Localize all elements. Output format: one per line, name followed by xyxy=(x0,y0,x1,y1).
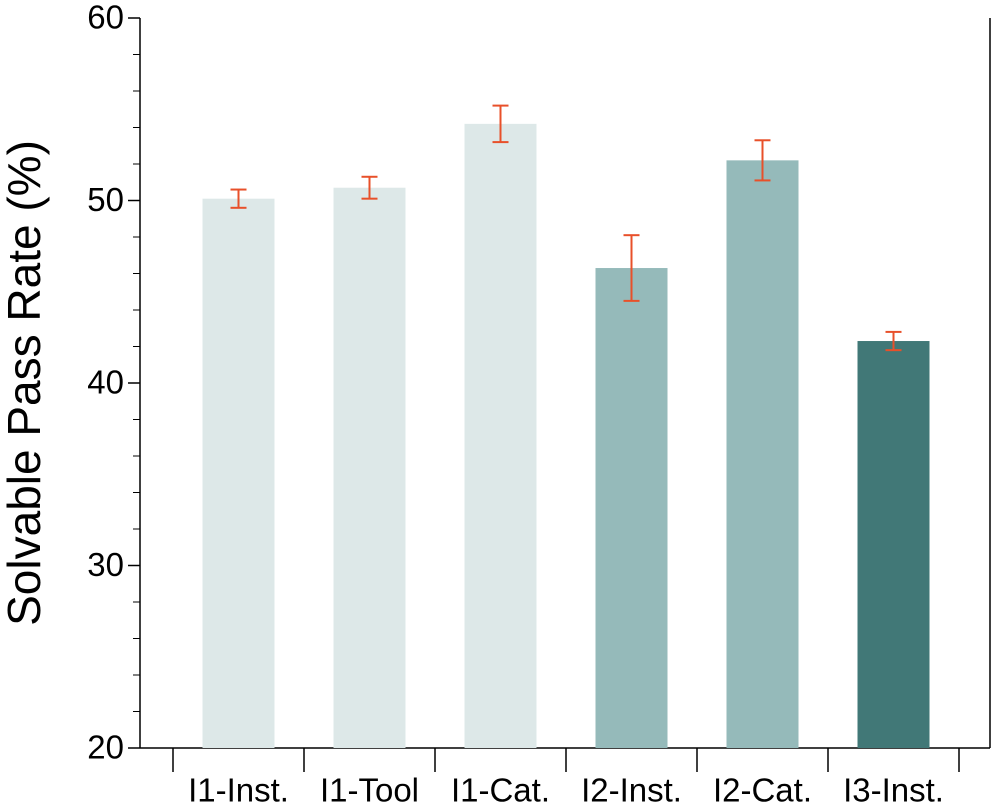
error-bar xyxy=(492,104,509,144)
bar xyxy=(333,187,406,749)
x-tick-label: I1-Inst. xyxy=(188,772,289,809)
y-tick-label: 20 xyxy=(87,729,124,766)
x-tick-label: I3-Inst. xyxy=(843,772,944,809)
error-bar xyxy=(885,330,902,352)
bar xyxy=(595,268,668,748)
y-axis-label: Solvable Pass Rate (%) xyxy=(0,140,50,626)
error-bar xyxy=(230,188,247,209)
x-tick-label: I2-Inst. xyxy=(581,772,682,809)
bar xyxy=(464,123,537,749)
y-tick-label: 30 xyxy=(87,546,124,583)
x-tick-label: I1-Tool xyxy=(320,772,419,809)
x-tick-label: I1-Cat. xyxy=(451,772,550,809)
x-tick-label: I2-Cat. xyxy=(713,772,812,809)
bar xyxy=(202,198,275,749)
y-tick-label: 40 xyxy=(87,364,124,401)
y-tick-label: 60 xyxy=(87,0,124,36)
error-bar xyxy=(361,175,378,200)
error-bar xyxy=(754,139,771,182)
bar xyxy=(726,160,799,749)
y-tick-label: 50 xyxy=(87,181,124,218)
bar xyxy=(857,341,930,748)
error-bar xyxy=(623,234,640,302)
